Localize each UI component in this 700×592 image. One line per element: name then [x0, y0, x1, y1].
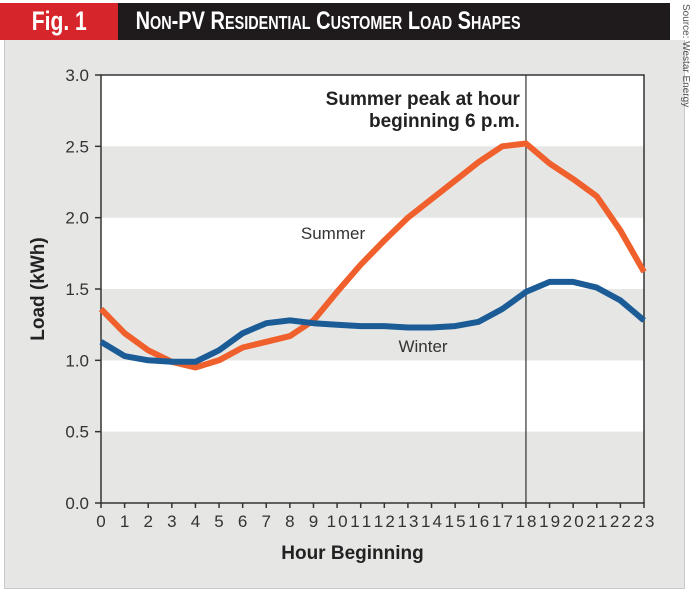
x-tick-label: 7 — [262, 512, 271, 531]
peak-annotation-line2: beginning 6 p.m. — [369, 111, 520, 132]
x-tick-label: 19 — [539, 512, 560, 531]
source-credit: Source: Westar Energy — [676, 4, 700, 124]
x-axis-ticks: 0 1 2 3 4 5 6 7 8 9 10 11 12 13 14 15 16 17 18 19 20 21 22 23 — [96, 503, 655, 531]
summer-series-line — [98, 140, 647, 371]
y-tick-label: 2.5 — [65, 137, 89, 156]
x-tick-label: 15 — [445, 512, 466, 531]
winter-series-label: Winter — [398, 337, 447, 356]
grid-band — [101, 360, 644, 432]
plot-frame — [100, 74, 645, 504]
y-axis-ticks: 0.0 0.5 1.0 1.5 2.0 2.5 3.0 — [65, 66, 101, 513]
y-tick-label: 0.5 — [65, 423, 89, 442]
figure-number-badge: Fig. 1 — [0, 3, 118, 40]
x-tick-label: 17 — [492, 512, 513, 531]
x-tick-label: 20 — [563, 512, 584, 531]
grid-band — [101, 431, 644, 503]
x-tick-label: 8 — [285, 512, 294, 531]
figure-number: Fig. 1 — [31, 6, 87, 36]
x-tick-label: 9 — [309, 512, 318, 531]
grid-band — [101, 75, 644, 147]
x-tick-label: 23 — [634, 512, 655, 531]
y-tick-label: 0.0 — [65, 494, 89, 513]
grid-band — [101, 146, 644, 218]
x-tick-label: 10 — [327, 512, 348, 531]
y-tick-label: 1.0 — [65, 351, 89, 370]
x-tick-label: 12 — [374, 512, 395, 531]
x-tick-label: 1 — [120, 512, 129, 531]
x-tick-label: 22 — [610, 512, 631, 531]
y-axis-title: Load (kWh) — [28, 237, 49, 340]
x-tick-label: 18 — [515, 512, 536, 531]
series-lines — [98, 140, 647, 371]
peak-annotation-line1: Summer peak at hour — [326, 89, 521, 110]
y-tick-label: 1.5 — [65, 280, 89, 299]
summer-series-label: Summer — [301, 224, 366, 243]
source-text: Source: Westar Energy — [680, 4, 691, 108]
x-tick-label: 13 — [397, 512, 418, 531]
x-tick-label: 4 — [191, 512, 200, 531]
x-tick-label: 16 — [468, 512, 489, 531]
x-tick-label: 14 — [421, 512, 442, 531]
background-bands — [101, 75, 644, 503]
x-tick-label: 5 — [214, 512, 223, 531]
title-bar: Non-PV Residential Customer Load Shapes — [118, 3, 670, 40]
x-tick-label: 21 — [586, 512, 607, 531]
chart-title: Non-PV Residential Customer Load Shapes — [135, 7, 521, 35]
x-tick-label: 2 — [143, 512, 152, 531]
winter-series-line — [99, 278, 646, 365]
x-axis-title: Hour Beginning — [281, 543, 423, 564]
x-tick-label: 11 — [350, 512, 371, 531]
x-tick-label: 3 — [167, 512, 176, 531]
x-tick-label: 6 — [238, 512, 247, 531]
y-tick-label: 2.0 — [65, 209, 89, 228]
x-tick-label: 0 — [96, 512, 105, 531]
y-tick-label: 3.0 — [65, 66, 89, 85]
